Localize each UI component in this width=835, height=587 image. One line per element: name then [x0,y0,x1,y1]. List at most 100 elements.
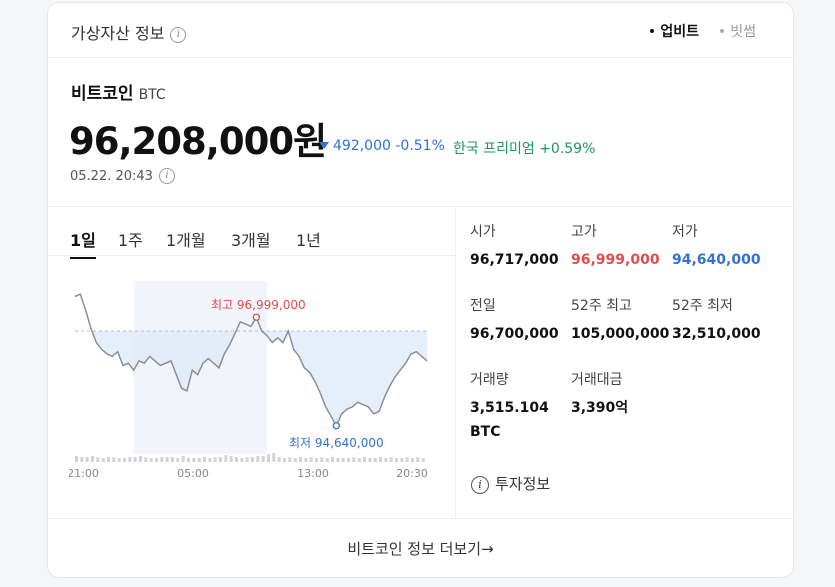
high-label: 최고 96,999,000 [211,298,306,312]
crypto-info-card: 가상자산 정보 i 업비트 빗썸 비트코인 BTC 96,208,000원 492,… [47,2,794,578]
source-tab-bithumb[interactable]: 빗썸 [720,21,756,41]
volume-bar [299,457,302,462]
volume-bar [101,458,105,462]
volume-bar [304,458,308,462]
volume-bar [123,458,126,462]
stat-prev-close: 전일 96,700,000 [470,295,559,346]
stat-low: 저가 94,640,000 [672,221,761,272]
volume-bar [309,457,313,462]
divider [48,518,793,519]
volume-bar [144,457,148,462]
volume-bar [384,458,388,462]
timestamp: 05.22. 20:43 i [70,168,175,184]
volume-bar [80,457,84,462]
volume-bar [320,457,324,462]
volume-bar [395,458,398,462]
volume-bar [181,456,185,462]
stat-value: 96,999,000 [571,252,660,268]
volume-bar [128,457,132,462]
info-icon: i [471,476,489,494]
stat-label: 시가 [470,224,496,240]
volume-bar [272,453,276,462]
volume-bar [411,458,414,462]
current-price: 96,208,000원 [69,120,327,163]
stat-trade-value: 거래대금 3,390억 [571,369,628,420]
stat-value: 96,717,000 [470,252,559,268]
source-tab-upbit[interactable]: 업비트 [650,21,699,41]
volume-bar [165,457,169,462]
volume-bar [373,458,377,462]
stat-label: 거래량 [470,372,509,388]
tab-3month[interactable]: 3개월 [231,231,271,250]
volume-bar [368,458,372,462]
premium-value: +0.59% [539,141,596,157]
card-header: 가상자산 정보 i 업비트 빗썸 [48,3,793,58]
stat-value: 32,510,000 [672,326,761,342]
tab-1year[interactable]: 1년 [296,231,321,250]
low-label: 최저 94,640,000 [289,436,384,450]
stat-volume: 거래량 3,515.104 BTC [470,369,549,444]
price-chart[interactable]: 최고 96,999,000 최저 94,640,000 21:00 05:00 13:0… [69,281,434,491]
tab-1day[interactable]: 1일 [70,227,96,259]
volume-bar [219,457,222,462]
volume-bar [117,458,121,462]
stat-52w-low: 52주 최저 32,510,000 [672,295,761,346]
volume-bar [256,456,260,462]
coin-name-text: 비트코인 [71,84,134,104]
volume-bar [229,456,233,462]
korea-premium: 한국 프리미엄 +0.59% [453,138,595,158]
investment-info-label: 투자정보 [495,475,551,493]
volume-bar [283,458,286,462]
volume-bar [213,457,217,462]
stat-52w-high: 52주 최고 105,000,000 [571,295,669,346]
volume-bar [133,457,137,462]
volume-bar [96,457,100,462]
volume-bar [288,457,292,462]
volume-bar [85,457,89,462]
x-tick-label: 05:00 [177,467,209,480]
stat-value: 3,515.104 BTC [470,396,549,444]
coin-symbol: BTC [138,87,166,103]
volume-bar [331,457,334,462]
card-title: 가상자산 정보 i [71,20,187,44]
timestamp-info-icon[interactable]: i [158,168,175,184]
more-info-link[interactable]: 비트코인 정보 더보기→ [347,540,494,558]
volume-bar [293,458,297,462]
volume-bar [192,458,196,462]
divider [48,206,793,207]
stat-label: 전일 [470,298,496,314]
change-percent: -0.51% [395,138,445,154]
investment-info-link[interactable]: i 투자정보 [471,473,550,494]
volume-bar [379,457,382,462]
volume-bar [261,456,265,462]
tab-1week[interactable]: 1주 [118,231,143,250]
stat-value: 96,700,000 [470,326,559,342]
source-upbit-label: 업비트 [660,24,699,40]
volume-bar [235,457,238,462]
volume-bar [267,454,270,462]
change-amount: 492,000 [333,138,391,154]
stat-label: 저가 [672,224,698,240]
stat-value: 105,000,000 [571,326,670,342]
volume-bar [416,457,420,462]
volume-bar [171,457,174,462]
volume-bar [347,458,350,462]
volume-bar [389,457,393,462]
tab-1month[interactable]: 1개월 [166,231,206,250]
source-bithumb-label: 빗썸 [730,24,756,40]
volume-bar [421,458,425,462]
volume-bar [112,457,116,462]
info-icon[interactable]: i [170,27,187,43]
volume-bar [155,458,158,462]
volume-bar [75,456,78,462]
volume-bar [336,458,340,462]
stat-value-amount: 3,515.104 [470,400,549,416]
timestamp-text: 05.22. 20:43 [70,169,153,184]
volume-bar [240,458,244,462]
volume-bar [107,457,110,462]
vertical-divider [455,207,456,518]
volume-bar [160,457,164,462]
premium-label: 한국 프리미엄 [453,141,535,157]
volume-bar [149,458,153,462]
inactive-dot-icon [720,29,725,33]
